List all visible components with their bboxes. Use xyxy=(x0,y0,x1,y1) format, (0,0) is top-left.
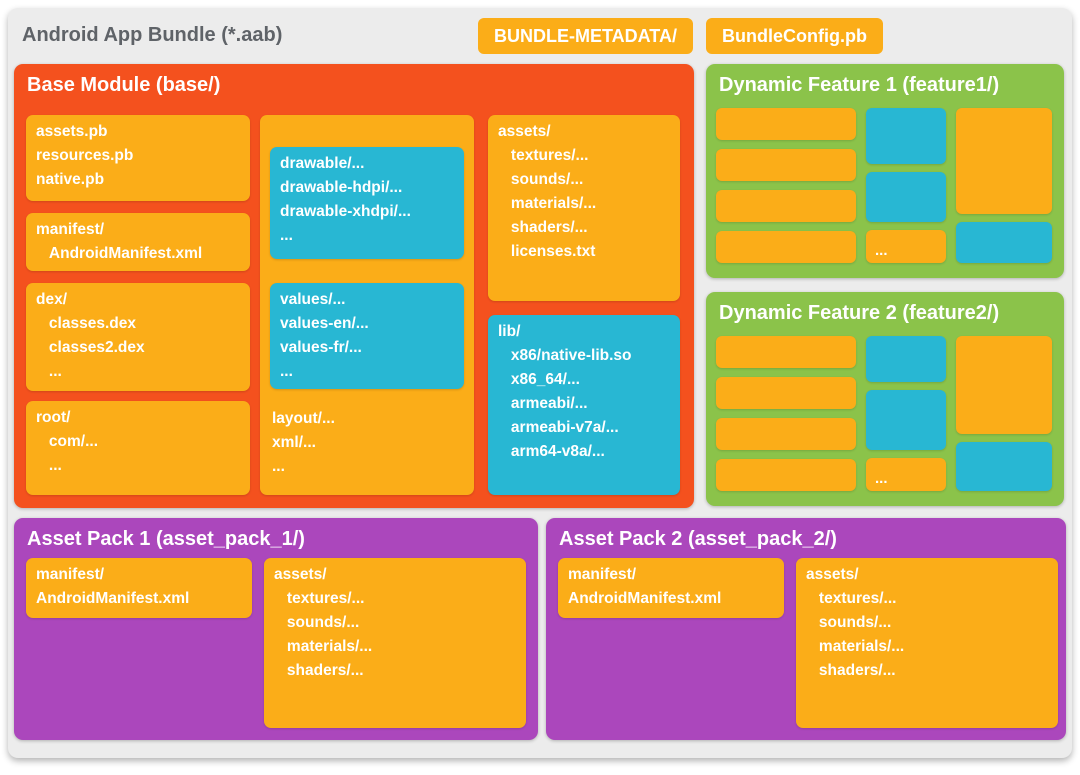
manifest-box: manifest/ AndroidManifest.xml xyxy=(26,213,250,271)
dynamic-feature-2-title: Dynamic Feature 2 (feature2/) xyxy=(719,302,1000,324)
res-other-text: layout/... xml/... ... xyxy=(272,410,335,475)
df1-mini-res-box-1 xyxy=(866,108,946,164)
bundle-metadata-badge: BUNDLE-METADATA/ xyxy=(478,18,693,54)
df2-mini-lib-box xyxy=(956,442,1052,491)
ap2-manifest-box: manifest/ AndroidManifest.xml xyxy=(558,558,784,618)
values-box: values/... values-en/... values-fr/... .… xyxy=(270,283,464,389)
asset-pack-1-title: Asset Pack 1 (asset_pack_1/) xyxy=(27,528,305,550)
df1-mini-file-bar-1 xyxy=(716,108,856,140)
df2-mini-file-bar-2 xyxy=(716,377,856,409)
df2-mini-assets-box xyxy=(956,336,1052,434)
dex-box: dex/ classes.dex classes2.dex ... xyxy=(26,283,250,391)
bundle-config-badge: BundleConfig.pb xyxy=(706,18,883,54)
df2-mini-res-box-1 xyxy=(866,336,946,382)
drawable-box: drawable/... drawable-hdpi/... drawable-… xyxy=(270,147,464,259)
df1-mini-lib-box xyxy=(956,222,1052,263)
dynamic-feature-1-title: Dynamic Feature 1 (feature1/) xyxy=(719,74,1000,96)
df2-mini-res-box-2 xyxy=(866,390,946,450)
df2-mini-file-bar-1 xyxy=(716,336,856,368)
asset-pack-2-block: Asset Pack 2 (asset_pack_2/) manifest/ A… xyxy=(546,518,1066,740)
res-box: res/ drawable/... drawable-hdpi/... draw… xyxy=(260,115,474,495)
root-box: root/ com/... ... xyxy=(26,401,250,495)
bundle-container: Android App Bundle (*.aab) BUNDLE-METADA… xyxy=(8,8,1072,758)
df1-mini-file-bar-4 xyxy=(716,231,856,263)
lib-box: lib/ x86/native-lib.so x86_64/... armeab… xyxy=(488,315,680,495)
ap2-assets-box: assets/ textures/... sounds/... material… xyxy=(796,558,1058,728)
df2-mini-file-bar-3 xyxy=(716,418,856,450)
base-module-block: Base Module (base/) assets.pb resources.… xyxy=(14,64,694,508)
dynamic-feature-1-block: Dynamic Feature 1 (feature1/) ... xyxy=(706,64,1064,278)
df1-mini-res-box-2 xyxy=(866,172,946,222)
df1-mini-file-bar-2 xyxy=(716,149,856,181)
df1-mini-assets-box xyxy=(956,108,1052,214)
df1-mini-file-bar-3 xyxy=(716,190,856,222)
ap1-manifest-box: manifest/ AndroidManifest.xml xyxy=(26,558,252,618)
dynamic-feature-2-block: Dynamic Feature 2 (feature2/) ... xyxy=(706,292,1064,506)
bundle-title: Android App Bundle (*.aab) xyxy=(22,24,283,46)
df2-mini-ellipsis-box: ... xyxy=(866,458,946,491)
asset-pack-2-title: Asset Pack 2 (asset_pack_2/) xyxy=(559,528,837,550)
assets-box: assets/ textures/... sounds/... material… xyxy=(488,115,680,301)
df1-mini-ellipsis-box: ... xyxy=(866,230,946,263)
df2-mini-file-bar-4 xyxy=(716,459,856,491)
asset-pack-1-block: Asset Pack 1 (asset_pack_1/) manifest/ A… xyxy=(14,518,538,740)
base-module-title: Base Module (base/) xyxy=(27,74,221,96)
ap1-assets-box: assets/ textures/... sounds/... material… xyxy=(264,558,526,728)
pb-files-box: assets.pb resources.pb native.pb xyxy=(26,115,250,201)
